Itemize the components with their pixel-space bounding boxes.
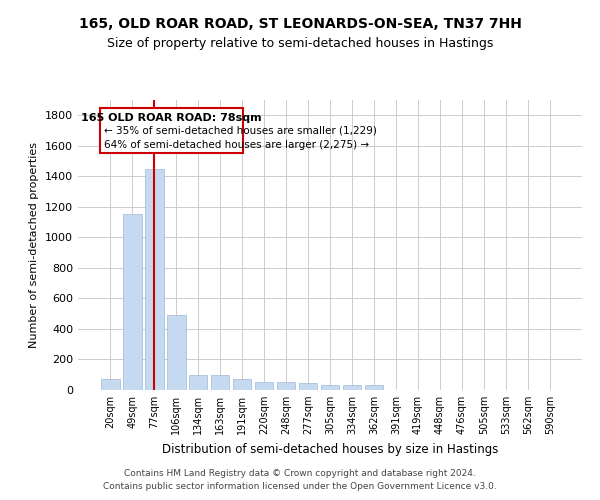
Text: 165, OLD ROAR ROAD, ST LEONARDS-ON-SEA, TN37 7HH: 165, OLD ROAR ROAD, ST LEONARDS-ON-SEA, … [79, 18, 521, 32]
Text: 165 OLD ROAR ROAD: 78sqm: 165 OLD ROAR ROAD: 78sqm [82, 113, 262, 123]
Text: 64% of semi-detached houses are larger (2,275) →: 64% of semi-detached houses are larger (… [104, 140, 369, 149]
Bar [167, 315, 185, 390]
Bar [123, 214, 142, 390]
Bar [255, 382, 274, 390]
Bar [100, 108, 243, 152]
Bar [233, 380, 251, 390]
Text: Contains HM Land Registry data © Crown copyright and database right 2024.: Contains HM Land Registry data © Crown c… [124, 468, 476, 477]
Bar [101, 378, 119, 390]
Bar [320, 384, 340, 390]
Y-axis label: Number of semi-detached properties: Number of semi-detached properties [29, 142, 40, 348]
Text: Size of property relative to semi-detached houses in Hastings: Size of property relative to semi-detach… [107, 38, 493, 51]
Bar [189, 374, 208, 390]
Text: Contains public sector information licensed under the Open Government Licence v3: Contains public sector information licen… [103, 482, 497, 491]
Bar [277, 382, 295, 390]
Bar [211, 374, 229, 390]
X-axis label: Distribution of semi-detached houses by size in Hastings: Distribution of semi-detached houses by … [162, 442, 498, 456]
Bar [145, 168, 164, 390]
Bar [343, 386, 361, 390]
Text: ← 35% of semi-detached houses are smaller (1,229): ← 35% of semi-detached houses are smalle… [104, 125, 377, 135]
Bar [365, 386, 383, 390]
Bar [299, 383, 317, 390]
